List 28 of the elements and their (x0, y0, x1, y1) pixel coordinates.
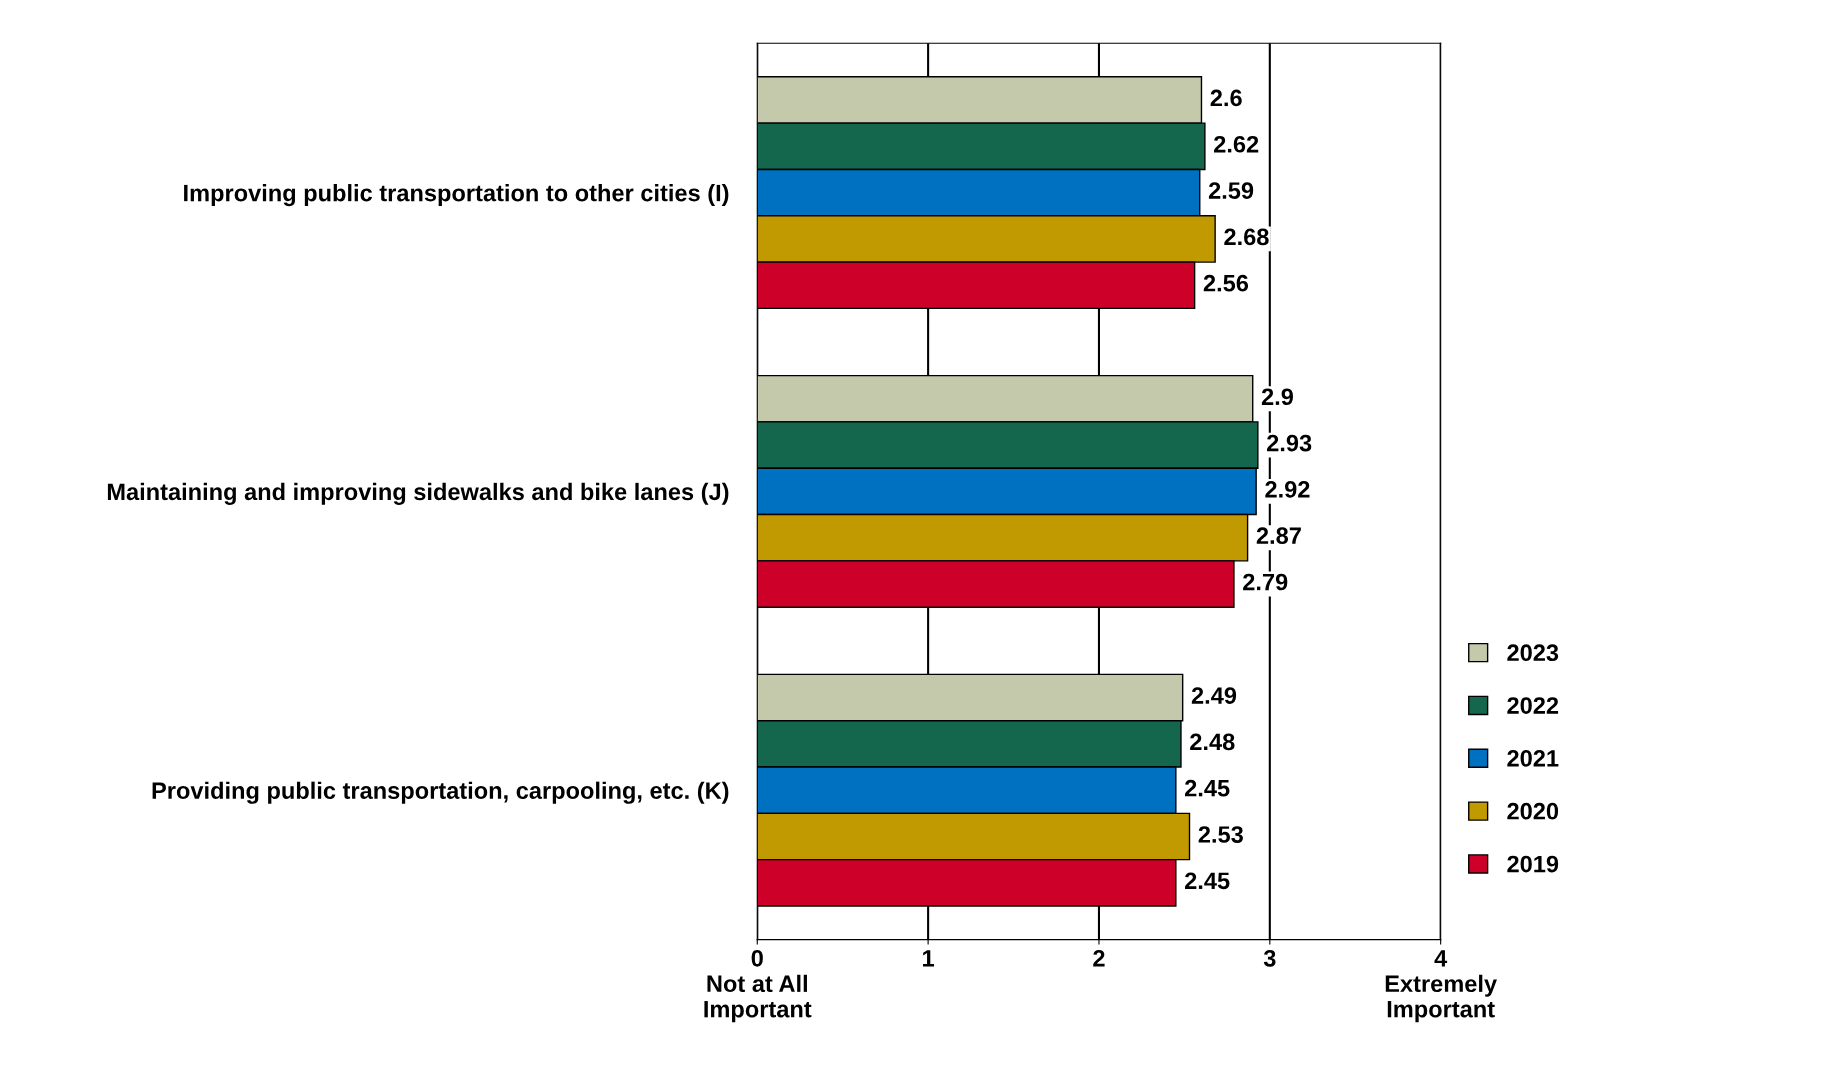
data-label: 2.9 (1261, 388, 1294, 406)
legend-label: 2021 (1507, 750, 1559, 767)
legend-label: 2022 (1507, 697, 1559, 714)
y-tick-label: Providing public transportation, carpooling, etc. (K) (152, 781, 729, 804)
data-label: 2.6 (1210, 89, 1242, 107)
legend-label: 2020 (1507, 802, 1559, 820)
data-label: 2.45 (1185, 872, 1230, 890)
data-label: 2.87 (1256, 527, 1301, 545)
data-label: 2.59 (1208, 182, 1254, 199)
data-label: 2.68 (1224, 228, 1269, 246)
data-label: 2.62 (1214, 135, 1259, 153)
data-label: 2.79 (1243, 573, 1288, 591)
data-label: 2.56 (1203, 274, 1249, 292)
x-tick-label: 1 (923, 950, 935, 967)
data-label: 2.53 (1198, 826, 1243, 843)
legend-label: 2019 (1507, 855, 1559, 873)
x-tick-label: 2 (1093, 949, 1105, 967)
data-label: 2.49 (1191, 687, 1237, 704)
x-tick-label: 3 (1263, 949, 1276, 967)
x-tick-label: 0 Not at All Important (704, 949, 812, 1023)
y-tick-label: Maintaining and improving sidewalks and bike lanes (J) (107, 482, 729, 505)
x-tick-label: 4 Extremely Important (1385, 950, 1497, 1023)
data-label: 2.48 (1190, 733, 1235, 751)
legend-label: 2023 (1507, 644, 1559, 662)
data-label: 2.92 (1265, 481, 1310, 498)
data-label: 2.93 (1267, 434, 1312, 452)
data-label: 2.45 (1185, 779, 1230, 797)
y-tick-label: Improving public transportation to other cities (I) (184, 184, 729, 207)
